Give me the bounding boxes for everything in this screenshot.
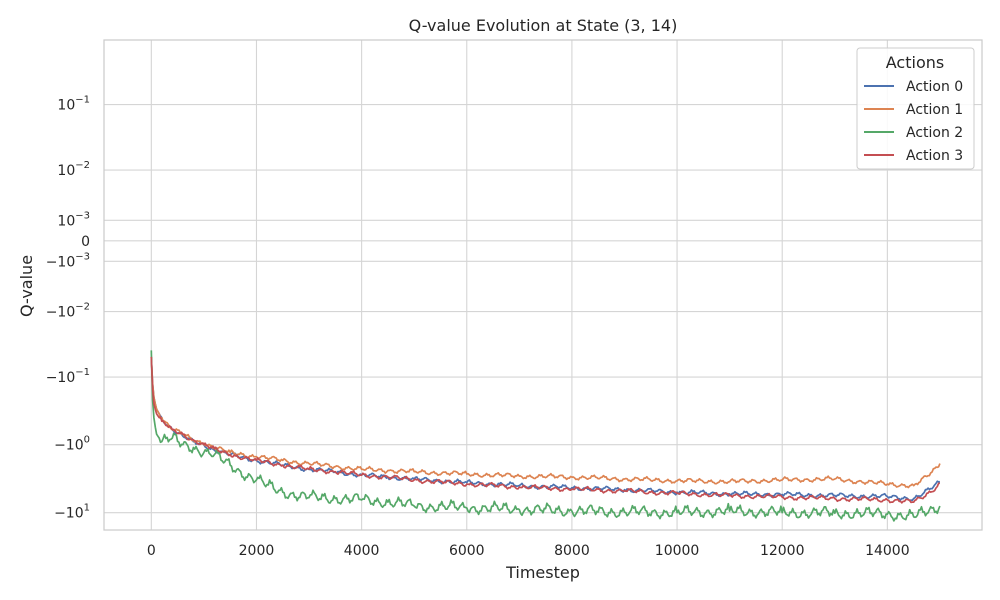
y-tick-label: −10−2	[46, 302, 90, 321]
y-tick-label: −10−3	[46, 251, 90, 270]
legend-label: Action 2	[906, 125, 963, 141]
x-tick-label: 12000	[760, 543, 805, 559]
x-axis-label: Timestep	[505, 563, 580, 582]
legend-label: Action 1	[906, 102, 963, 118]
series-line	[150, 356, 941, 489]
x-tick-label: 2000	[239, 543, 275, 559]
series-lines	[150, 350, 941, 522]
legend-label: Action 0	[906, 79, 963, 95]
x-tick-label: 6000	[449, 543, 485, 559]
y-tick-label: 10−2	[57, 160, 90, 179]
legend-title: Actions	[886, 53, 944, 72]
y-tick-label: 0	[81, 234, 90, 250]
series-line	[150, 356, 940, 504]
y-axis-ticks: 10−1 10−2 10−3 0−10−3 −10−2 −10−1 −100 −101	[46, 95, 90, 522]
x-tick-label: 10000	[655, 543, 700, 559]
y-axis-label: Q-value	[17, 255, 36, 317]
legend-label: Action 3	[906, 148, 963, 164]
x-tick-label: 0	[147, 543, 156, 559]
legend-box	[856, 47, 975, 170]
x-tick-label: 4000	[344, 543, 380, 559]
y-tick-label: 10−3	[57, 210, 90, 229]
y-tick-label: −10−1	[46, 367, 90, 386]
x-tick-label: 8000	[554, 543, 590, 559]
y-tick-label: −101	[54, 503, 90, 522]
series-line	[150, 350, 941, 522]
legend-items: Action 0 Action 1 Action 2 Action 3	[864, 79, 963, 164]
plot-frame	[103, 39, 983, 531]
y-tick-label: −100	[54, 435, 90, 454]
x-axis-ticks: 0 2000 4000 6000 8000 10000 12000 14000	[147, 543, 910, 559]
x-tick-label: 14000	[865, 543, 910, 559]
chart-title: Q-value Evolution at State (3, 14)	[409, 16, 678, 35]
legend: Actions Action 0 Action 1 Action 2 Action 3	[856, 47, 975, 170]
y-tick-label: 10−1	[57, 95, 90, 114]
